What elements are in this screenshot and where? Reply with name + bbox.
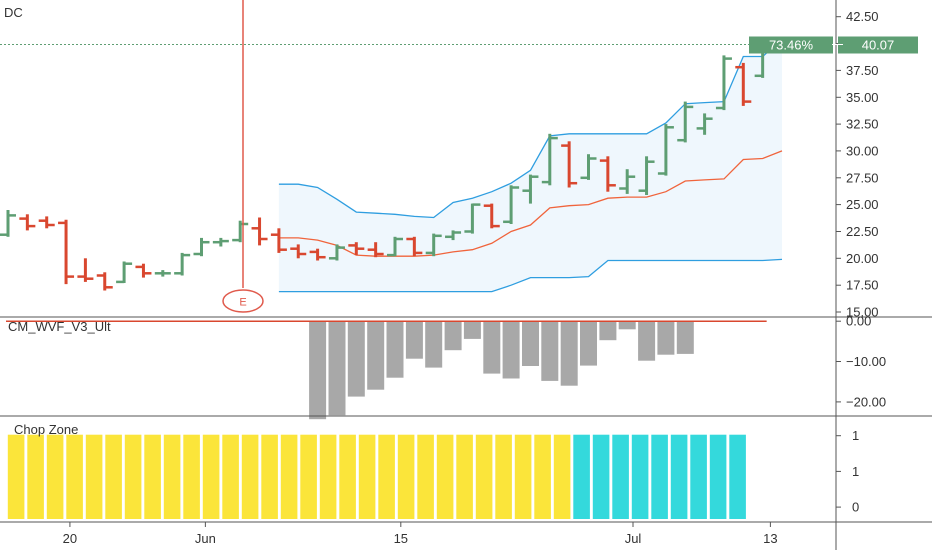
chop-zone-bar bbox=[553, 434, 571, 519]
chop-zone-bar bbox=[417, 434, 434, 519]
x-tick-label: Jul bbox=[625, 531, 642, 546]
chop-zone-bar bbox=[495, 434, 512, 519]
chop-zone-bar bbox=[358, 434, 376, 519]
chop-zone-bar bbox=[280, 434, 298, 519]
channel-upper-line bbox=[278, 38, 783, 219]
y-tick-label: 27.50 bbox=[846, 170, 879, 185]
y-tick-label: 1 bbox=[852, 428, 859, 443]
chop-zone-bar bbox=[397, 434, 415, 519]
wvf-bar bbox=[309, 321, 327, 420]
wvf-bar bbox=[502, 321, 520, 379]
wvf-bar bbox=[560, 321, 578, 386]
event-marker-label: E bbox=[239, 297, 246, 309]
y-tick-label: 32.50 bbox=[846, 117, 879, 132]
x-tick-label: Jun bbox=[195, 531, 216, 546]
y-tick-label: 30.00 bbox=[846, 143, 879, 158]
wvf-bar bbox=[599, 321, 617, 341]
chop-zone-bar bbox=[144, 434, 161, 519]
chop-zone-bar bbox=[378, 434, 395, 519]
chop-zone-bar bbox=[670, 434, 688, 519]
channel-middle-line bbox=[278, 150, 783, 257]
chop-zone-bar bbox=[729, 434, 746, 519]
chop-zone-bar bbox=[456, 434, 473, 519]
main-pane-title: DC bbox=[4, 5, 23, 20]
chop-zone-bar bbox=[163, 434, 181, 519]
price-label: 40.07 bbox=[862, 38, 895, 53]
y-tick-label: 25.00 bbox=[846, 197, 879, 212]
y-tick-label: 20.00 bbox=[846, 251, 879, 266]
price-label-box bbox=[838, 36, 918, 54]
chop-zone-bar bbox=[514, 434, 532, 519]
y-tick-label: 0.00 bbox=[846, 314, 871, 329]
chop-zone-bar bbox=[709, 434, 727, 519]
event-marker-badge[interactable] bbox=[222, 289, 264, 313]
x-tick-label: 15 bbox=[394, 531, 408, 546]
chop-zone-bar bbox=[124, 434, 142, 519]
chop-zone-bar bbox=[183, 434, 200, 519]
chop-zone-bar bbox=[300, 434, 317, 519]
chop-zone-bar bbox=[436, 434, 454, 519]
chop-zone-bar bbox=[475, 434, 493, 519]
x-tick-label: 20 bbox=[63, 531, 77, 546]
chop-zone-bar bbox=[612, 434, 629, 519]
chop-zone-bar bbox=[690, 434, 707, 519]
chop-zone-bar bbox=[46, 434, 64, 519]
wvf-bar bbox=[425, 321, 443, 368]
chop-zone-bar bbox=[66, 434, 83, 519]
wvf-bar bbox=[580, 321, 597, 366]
chop-zone-bar bbox=[651, 434, 668, 519]
chop-zone-bar bbox=[261, 434, 278, 519]
wvf-bar bbox=[367, 321, 385, 390]
wvf-bar bbox=[618, 321, 636, 330]
y-tick-label: 42.50 bbox=[846, 9, 879, 24]
chop-zone-bar bbox=[573, 434, 590, 519]
channel-lower-line bbox=[278, 258, 783, 293]
wvf-bar bbox=[522, 321, 539, 366]
wvf-bar bbox=[444, 321, 462, 351]
wvf-bar bbox=[386, 321, 404, 378]
y-tick-label: −10.00 bbox=[846, 354, 886, 369]
wvf-bar bbox=[638, 321, 656, 361]
chop-zone-bar bbox=[202, 434, 220, 519]
chop-zone-bar bbox=[592, 434, 610, 519]
chop-zone-bar bbox=[631, 434, 649, 519]
wvf-bar bbox=[347, 321, 365, 397]
y-tick-label: 1 bbox=[852, 464, 859, 479]
y-tick-label: 0 bbox=[852, 500, 859, 515]
wvf-bar bbox=[463, 321, 481, 339]
x-tick-label: 13 bbox=[763, 531, 777, 546]
chop-zone-bar bbox=[241, 434, 259, 519]
y-tick-label: 22.50 bbox=[846, 224, 879, 239]
chop-zone-bar bbox=[7, 434, 25, 519]
chop-zone-bar bbox=[85, 434, 103, 519]
chop-zone-bar bbox=[319, 434, 337, 519]
wvf-bar bbox=[405, 321, 423, 359]
channel-fill bbox=[278, 39, 782, 292]
wvf-bar bbox=[483, 321, 501, 374]
chop-zone-bar bbox=[534, 434, 551, 519]
wvf-bar bbox=[541, 321, 559, 381]
y-tick-label: 17.50 bbox=[846, 278, 879, 293]
percent-label-box bbox=[749, 36, 833, 54]
y-tick-label: −20.00 bbox=[846, 394, 886, 409]
y-tick-label: 35.00 bbox=[846, 90, 879, 105]
wvf-pane-title: CM_WVF_V3_Ult bbox=[8, 319, 111, 334]
chop-zone-bar bbox=[339, 434, 356, 519]
percent-label: 73.46% bbox=[769, 38, 814, 53]
wvf-bar bbox=[676, 321, 694, 354]
chop-zone-bar bbox=[27, 434, 44, 519]
chop-pane-title: Chop Zone bbox=[14, 422, 78, 437]
y-tick-label: 37.50 bbox=[846, 63, 879, 78]
wvf-bar bbox=[328, 321, 346, 416]
chop-zone-bar bbox=[222, 434, 239, 519]
wvf-bar bbox=[657, 321, 675, 355]
chop-zone-bar bbox=[105, 434, 122, 519]
y-tick-label: 15.00 bbox=[846, 305, 879, 320]
